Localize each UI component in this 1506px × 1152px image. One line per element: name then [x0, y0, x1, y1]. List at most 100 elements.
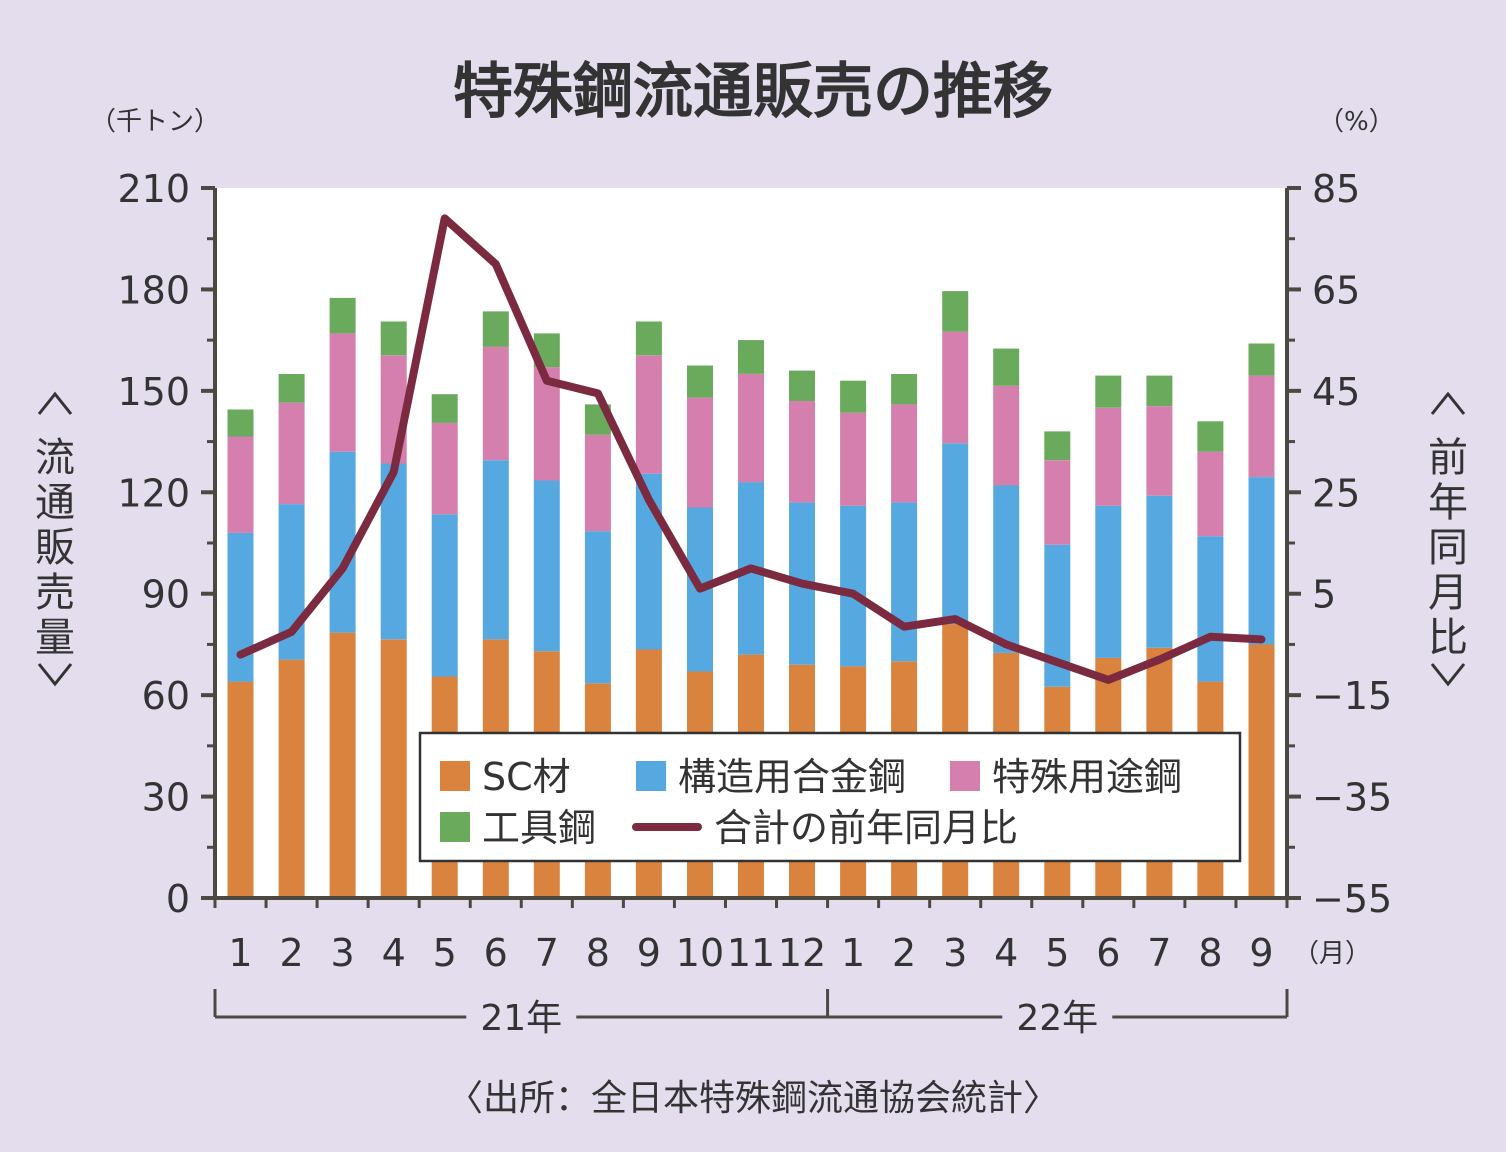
x-tick-label-20: 9 — [1249, 931, 1273, 975]
x-tick-label-7: 8 — [586, 931, 610, 975]
right-tick-label-3: 5 — [1312, 573, 1336, 617]
x-tick-label-8: 9 — [637, 931, 661, 975]
line-point-17 — [1105, 676, 1112, 683]
left-axis-label-char-2: 通 — [35, 480, 75, 526]
bar-segment-s2-18 — [1146, 406, 1173, 496]
legend-label-0: SC材 — [482, 755, 571, 799]
line-point-6 — [543, 377, 550, 384]
bar-segment-s3-19 — [1197, 421, 1224, 452]
bar-segment-s3-2 — [329, 297, 356, 334]
bar-segment-s3-4 — [431, 394, 458, 423]
x-tick-label-9: 10 — [676, 931, 724, 975]
left-tick-label-6: 180 — [117, 268, 190, 312]
x-tick-label-17: 6 — [1096, 931, 1120, 975]
x-tick-label-19: 8 — [1198, 931, 1222, 975]
line-point-2 — [339, 565, 346, 572]
bar-segment-s1-12 — [840, 505, 867, 667]
left-axis-label-char-1: 流 — [35, 435, 75, 481]
legend-label-4: 合計の前年同月比 — [714, 806, 1018, 850]
bar-segment-s0-2 — [329, 632, 356, 898]
legend-swatch-3 — [440, 812, 470, 842]
bar-segment-s2-14 — [942, 331, 969, 444]
chart-title: 特殊鋼流通販売の推移 — [453, 57, 1053, 127]
line-group — [236, 214, 1266, 684]
bar-segment-s1-18 — [1146, 495, 1173, 648]
line-point-18 — [1156, 656, 1163, 663]
bar-segment-s3-17 — [1095, 375, 1122, 408]
bar-segment-s2-10 — [738, 374, 764, 483]
legend-label-3: 工具鋼 — [482, 806, 596, 850]
x-tick-label-16: 5 — [1045, 931, 1069, 975]
right-axis-label-char-4: 月 — [1428, 570, 1468, 616]
x-tick-label-5: 6 — [484, 931, 508, 975]
x-tick-label-4: 5 — [433, 931, 457, 975]
source-note: 〈出所：全日本特殊鋼流通協会統計〉 — [447, 1078, 1059, 1119]
bar-segment-s3-18 — [1146, 375, 1173, 406]
x-tick-label-12: 1 — [841, 931, 865, 975]
left-tick-label-7: 210 — [117, 167, 190, 211]
left-tick-label-3: 90 — [142, 573, 190, 617]
bar-segment-s1-6 — [533, 480, 560, 652]
bar-segment-s3-12 — [840, 380, 867, 413]
line-point-12 — [850, 590, 857, 597]
line-point-3 — [390, 469, 397, 475]
right-axis-label-char-3: 同 — [1428, 525, 1468, 571]
left-tick-label-0: 0 — [166, 877, 190, 921]
right-axis-label-bracket-0 — [1430, 391, 1466, 415]
line-point-4 — [441, 215, 448, 222]
legend-swatch-1 — [636, 761, 666, 791]
bar-segment-s3-1 — [278, 374, 305, 403]
x-axis-unit: （月） — [1293, 939, 1371, 969]
line-point-10 — [748, 565, 754, 572]
right-tick-label-0: −55 — [1312, 877, 1392, 921]
bar-segment-s2-8 — [635, 355, 662, 474]
x-tick-label-14: 3 — [943, 931, 967, 975]
bar-segment-s0-0 — [227, 681, 254, 898]
bar-segment-s2-9 — [687, 397, 713, 508]
left-axis-label-char-3: 販 — [35, 525, 75, 571]
left-axis-label-bracket-0 — [37, 391, 73, 415]
bar-segment-s2-2 — [329, 333, 356, 452]
bar-segment-s3-13 — [891, 374, 918, 405]
bar-segment-s2-20 — [1248, 375, 1275, 477]
legend-swatch-2 — [950, 761, 980, 791]
right-tick-label-5: 45 — [1312, 370, 1360, 414]
bar-segment-s1-14 — [942, 443, 969, 625]
bar-segment-s3-8 — [635, 321, 662, 356]
line-point-14 — [952, 616, 959, 623]
right-tick-label-1: −35 — [1312, 776, 1392, 820]
legend-label-1: 構造用合金鋼 — [678, 755, 906, 799]
bar-segment-s2-13 — [891, 404, 918, 503]
bar-segment-s0-3 — [380, 639, 407, 898]
line-point-8 — [645, 496, 652, 503]
x-tick-label-0: 1 — [228, 931, 252, 975]
bar-segment-s2-5 — [482, 346, 509, 461]
right-axis-label-char-2: 年 — [1428, 480, 1468, 526]
left-axis-label-bracket-6 — [37, 663, 73, 687]
line-point-19 — [1207, 633, 1214, 640]
line-point-15 — [1003, 641, 1010, 648]
bar-segment-s2-0 — [227, 436, 254, 533]
x-tick-label-10: 11 — [727, 931, 775, 975]
bar-segment-s3-14 — [942, 291, 969, 332]
bar-segment-s3-0 — [227, 409, 254, 437]
x-tick-label-15: 4 — [994, 931, 1018, 975]
right-axis-label-bracket-6 — [1430, 663, 1466, 687]
bar-segment-s1-17 — [1095, 505, 1122, 658]
bar-segment-s2-4 — [431, 423, 458, 515]
bar-segment-s3-10 — [738, 340, 764, 374]
right-tick-label-7: 85 — [1312, 167, 1360, 211]
left-axis-unit: （千トン） — [90, 107, 220, 137]
right-axis-label: 前年同月比 — [1428, 391, 1468, 687]
bar-segment-s3-11 — [789, 370, 815, 401]
bar-segment-s3-9 — [687, 365, 713, 398]
bar-segment-s1-2 — [329, 451, 356, 633]
bar-segment-s0-20 — [1248, 644, 1275, 898]
line-point-1 — [288, 628, 295, 635]
legend-box — [418, 731, 1242, 863]
bar-segment-s3-16 — [1044, 431, 1071, 461]
right-axis-label-char-1: 前 — [1428, 435, 1468, 481]
